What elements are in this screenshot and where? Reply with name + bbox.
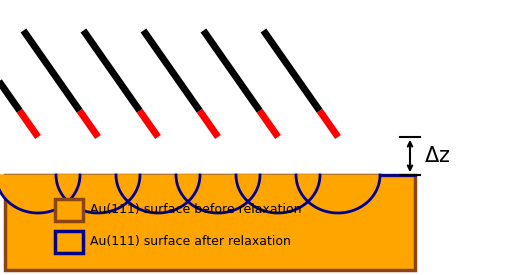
Bar — [55, 199, 83, 221]
Polygon shape — [176, 175, 260, 213]
Polygon shape — [56, 175, 140, 213]
Bar — [55, 231, 83, 253]
Polygon shape — [116, 175, 200, 213]
Polygon shape — [0, 175, 80, 213]
Text: $\Delta$z: $\Delta$z — [424, 146, 450, 166]
Text: Au(111) surface after relaxation: Au(111) surface after relaxation — [90, 235, 291, 249]
Text: Au(111) surface before relaxation: Au(111) surface before relaxation — [90, 204, 302, 216]
Polygon shape — [236, 175, 320, 213]
Bar — [5, 175, 415, 270]
Polygon shape — [296, 175, 380, 213]
